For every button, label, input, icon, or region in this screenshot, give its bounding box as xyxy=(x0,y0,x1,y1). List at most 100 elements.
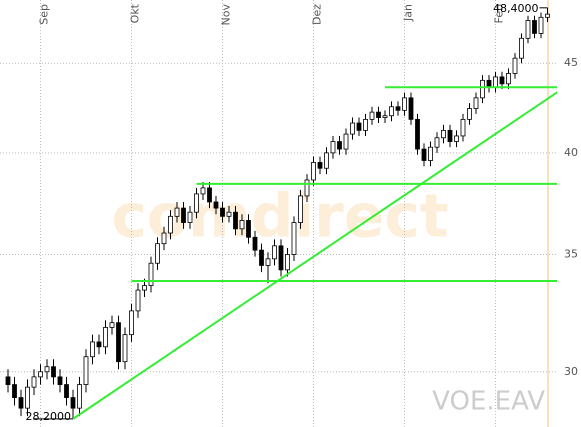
y-tick-label: 35 xyxy=(564,247,578,260)
candle-body xyxy=(5,376,11,385)
candle-body xyxy=(337,141,342,150)
candle-body xyxy=(428,146,433,161)
y-tick-label: 30 xyxy=(564,365,578,378)
candle-body xyxy=(421,148,427,161)
watermark: comdirect xyxy=(111,182,448,252)
candle-body xyxy=(38,371,43,378)
candle-body xyxy=(415,118,420,150)
candle-body xyxy=(298,195,303,223)
candle-body xyxy=(122,334,128,363)
candle-body xyxy=(90,341,95,358)
candle-body xyxy=(103,327,108,348)
candle-body xyxy=(226,211,232,217)
candle-body xyxy=(402,97,407,111)
x-tick-label: Sep xyxy=(38,4,51,25)
candle-body xyxy=(129,310,134,336)
candle-body xyxy=(64,384,69,398)
x-tick-label: Okt xyxy=(129,3,142,23)
plot xyxy=(5,7,557,420)
candle-body xyxy=(317,162,323,169)
candle-body xyxy=(116,322,121,363)
candle-body xyxy=(252,236,258,251)
candle-body xyxy=(369,111,375,120)
x-tick-label: Jan xyxy=(402,4,415,22)
candle-body xyxy=(278,245,284,271)
candle-body xyxy=(213,201,219,209)
candle-body xyxy=(51,366,56,378)
candle-body xyxy=(311,162,316,181)
y-tick-label: 40 xyxy=(564,146,578,159)
candle-body xyxy=(12,384,17,398)
candle-body xyxy=(174,207,180,217)
candle-body xyxy=(200,187,206,195)
x-tick-label: Feb xyxy=(493,4,506,23)
candle-body xyxy=(460,118,466,137)
candle-body xyxy=(291,222,297,255)
candle-body xyxy=(525,20,531,39)
candle-body xyxy=(512,57,518,74)
candle-body xyxy=(148,262,154,286)
candle-body xyxy=(239,220,245,230)
candle-body xyxy=(155,243,160,264)
candle-body xyxy=(168,215,173,234)
high-label: 48,4000 xyxy=(493,2,539,15)
candle-body xyxy=(187,211,193,223)
candle-body xyxy=(220,207,225,217)
candle-body xyxy=(538,16,544,34)
candle-body xyxy=(96,341,102,348)
x-tick-label: Dez xyxy=(311,4,324,25)
candle-body xyxy=(441,129,446,139)
candle-body xyxy=(382,115,388,118)
candle-body xyxy=(545,13,550,18)
candle-body xyxy=(486,79,492,88)
candle-body xyxy=(350,122,355,135)
candle-body xyxy=(408,97,414,120)
candle-body xyxy=(181,207,186,223)
candle-body xyxy=(304,179,310,197)
candle-body xyxy=(109,322,115,328)
x-tick-label: Nov xyxy=(220,4,233,26)
candle-body xyxy=(389,106,394,117)
candle-body xyxy=(194,193,199,213)
candle-body xyxy=(18,397,24,409)
candle-body xyxy=(44,366,50,373)
candle-body xyxy=(83,356,89,385)
candle-body xyxy=(343,133,349,150)
trend-line xyxy=(72,91,557,420)
low-label: 28,2000 xyxy=(26,410,72,423)
candle-body xyxy=(142,285,147,291)
candle-body xyxy=(31,376,37,388)
candle-body xyxy=(25,386,30,409)
candle-body xyxy=(467,108,472,120)
candle-body xyxy=(499,76,505,85)
candle-body xyxy=(480,79,485,99)
candle-body xyxy=(363,118,368,131)
candle-body xyxy=(246,220,251,238)
candle-body xyxy=(265,258,271,266)
candle-body xyxy=(473,97,479,109)
candle-body xyxy=(207,187,212,203)
candle-body xyxy=(395,106,401,111)
candle-body xyxy=(376,111,381,118)
candle-body xyxy=(493,76,498,88)
candle-body xyxy=(519,37,524,59)
candle-body xyxy=(447,129,453,142)
candle-body xyxy=(356,122,362,131)
candle-body xyxy=(161,232,167,245)
candle-body xyxy=(454,135,459,142)
candle-body xyxy=(57,376,63,385)
symbol: VOE.EAV xyxy=(432,387,545,417)
candle-body xyxy=(259,249,264,266)
candle-body xyxy=(324,152,329,169)
candle-body xyxy=(77,384,82,409)
candle-body xyxy=(285,254,290,271)
candle-body xyxy=(70,397,76,409)
candle-body xyxy=(135,289,141,312)
y-tick-label: 45 xyxy=(564,56,578,69)
candle-body xyxy=(434,137,440,148)
candle-body xyxy=(330,141,336,154)
candle-body xyxy=(272,245,277,260)
candle-body xyxy=(532,20,537,34)
candle-body xyxy=(506,73,511,85)
